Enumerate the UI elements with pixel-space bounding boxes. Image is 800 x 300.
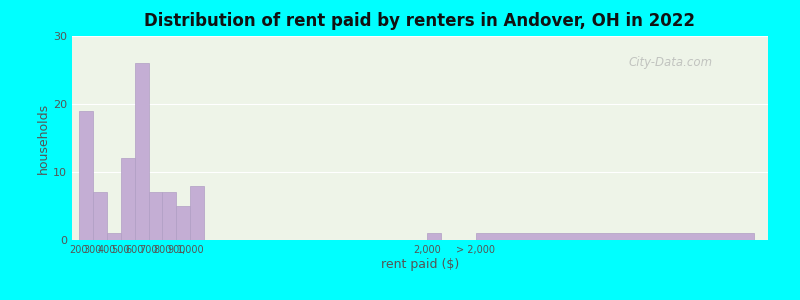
Text: City-Data.com: City-Data.com (629, 56, 713, 69)
Bar (162, 192, 176, 240)
Bar (79, 111, 93, 240)
Bar (176, 206, 190, 240)
Bar (149, 192, 162, 240)
Bar (427, 233, 441, 240)
Title: Distribution of rent paid by renters in Andover, OH in 2022: Distribution of rent paid by renters in … (145, 12, 695, 30)
Bar (190, 186, 204, 240)
Y-axis label: households: households (38, 102, 50, 174)
Bar (107, 233, 121, 240)
Bar (476, 233, 754, 240)
Bar (134, 63, 149, 240)
X-axis label: rent paid ($): rent paid ($) (381, 258, 459, 271)
Bar (121, 158, 134, 240)
Bar (93, 192, 107, 240)
